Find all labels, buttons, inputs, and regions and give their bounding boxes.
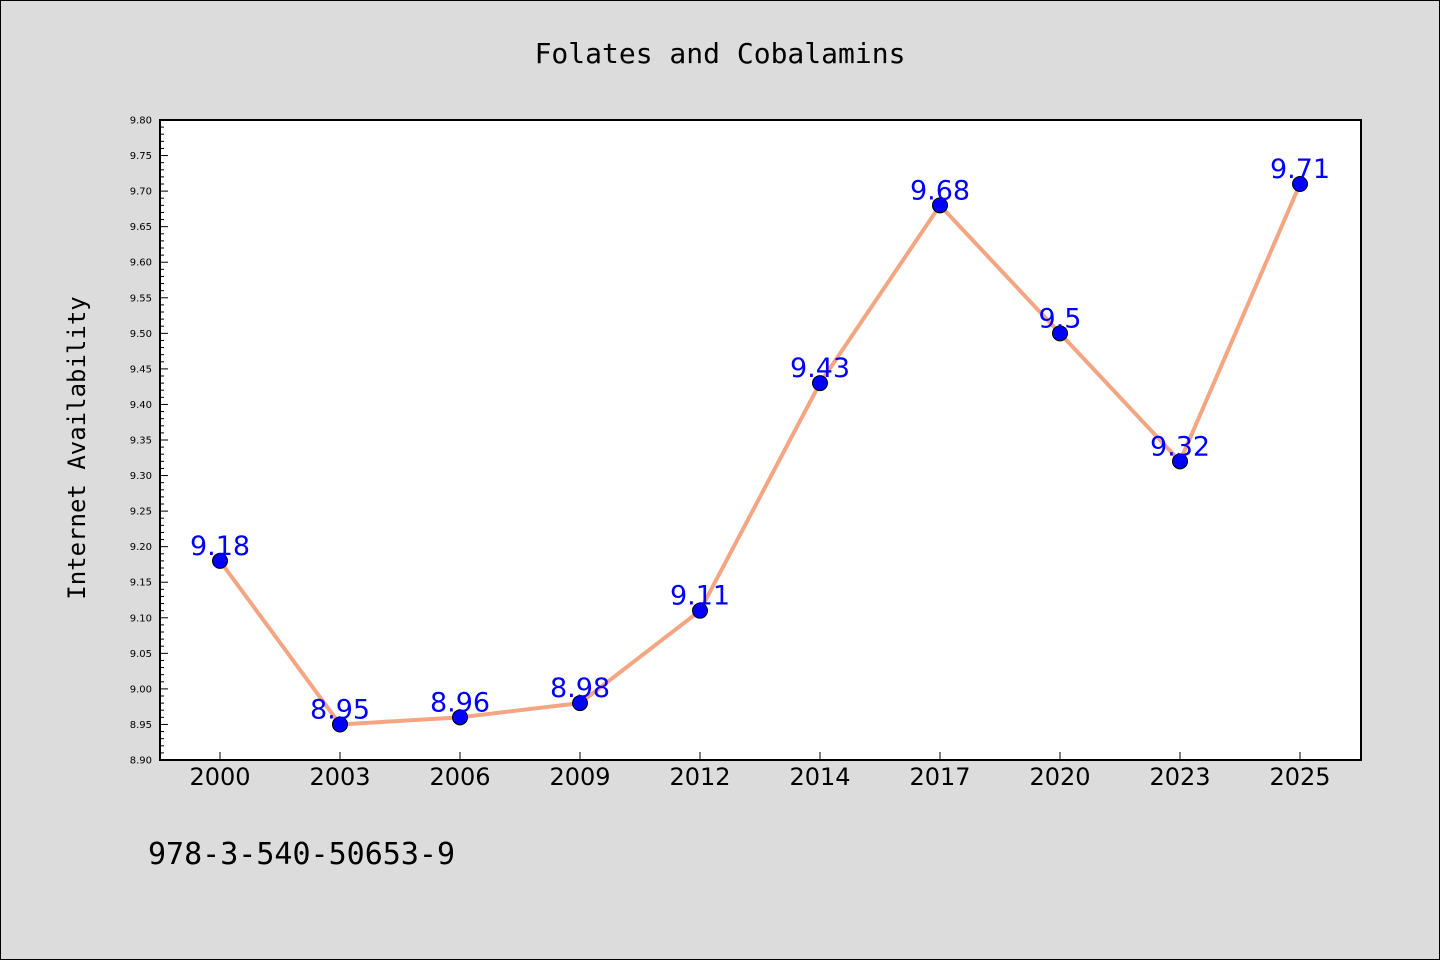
y-tick-label: 9.65 xyxy=(130,222,152,233)
y-tick-label: 9.45 xyxy=(130,364,152,375)
x-tick-label: 2012 xyxy=(669,763,730,791)
data-label: 9.43 xyxy=(790,353,850,384)
data-point xyxy=(812,375,828,392)
data-point xyxy=(212,552,228,569)
y-axis-ticks: 8.90 8.95 9.00 9.05 9.10 9.15 9.20 9.25 9.30 9.35… xyxy=(130,116,168,767)
x-tick-label: 2009 xyxy=(549,763,610,791)
data-label: 8.95 xyxy=(310,694,370,725)
y-tick-label: 8.95 xyxy=(130,720,152,731)
data-point xyxy=(1172,453,1188,470)
x-tick-label: 2020 xyxy=(1029,763,1090,791)
data-point xyxy=(572,695,588,712)
y-tick-label: 9.60 xyxy=(130,258,152,269)
y-tick-label: 9.70 xyxy=(130,187,152,198)
data-label: 9.32 xyxy=(1150,431,1210,462)
y-tick-label: 9.55 xyxy=(130,293,152,304)
y-tick-label: 9.30 xyxy=(130,471,152,482)
data-label: 9.11 xyxy=(670,581,730,612)
y-tick-label: 9.15 xyxy=(130,578,152,589)
x-tick-label: 2006 xyxy=(429,763,490,791)
series-line xyxy=(218,182,1302,727)
data-label: 9.68 xyxy=(910,175,970,206)
data-point xyxy=(692,602,708,619)
data-label: 8.98 xyxy=(550,673,610,704)
x-tick-label: 2003 xyxy=(309,763,370,791)
y-tick-label: 9.35 xyxy=(130,436,152,447)
y-tick-label: 9.75 xyxy=(130,151,152,162)
data-label: 9.18 xyxy=(190,531,250,562)
y-tick-label: 9.80 xyxy=(130,116,152,127)
y-tick-label: 8.90 xyxy=(130,756,152,767)
y-tick-label: 9.05 xyxy=(130,649,152,660)
y-tick-label: 9.20 xyxy=(130,542,152,553)
data-point xyxy=(1052,325,1068,342)
x-tick-label: 2000 xyxy=(189,763,250,791)
data-point xyxy=(932,197,948,214)
y-axis-label: Internet Availability xyxy=(63,296,91,599)
x-tick-label: 2025 xyxy=(1269,763,1330,791)
data-point xyxy=(452,709,468,726)
data-point xyxy=(1292,176,1308,192)
x-tick-label: 2017 xyxy=(909,763,970,791)
data-point xyxy=(332,716,348,733)
x-axis-ticks: 2000 2003 2006 2009 2012 2014 2017 2020 2023 2025 xyxy=(189,752,1331,791)
y-tick-label: 9.40 xyxy=(130,400,152,411)
data-label: 8.96 xyxy=(430,687,490,718)
data-label: 9.5 xyxy=(1039,303,1082,334)
series-group: 9.18 8.95 8.96 8.98 9.11 9.43 9.68 9.5 9.32 9.71 xyxy=(190,154,1330,733)
x-tick-label: 2023 xyxy=(1149,763,1210,791)
y-tick-label: 9.00 xyxy=(130,684,152,695)
data-label: 9.71 xyxy=(1270,154,1330,185)
chart-title: Folates and Cobalamins xyxy=(535,37,906,70)
y-tick-label: 9.50 xyxy=(130,329,152,340)
y-tick-label: 9.25 xyxy=(130,507,152,518)
footer-code: 978-3-540-50653-9 xyxy=(148,837,455,872)
y-tick-label: 9.10 xyxy=(130,613,152,624)
x-tick-label: 2014 xyxy=(789,763,850,791)
